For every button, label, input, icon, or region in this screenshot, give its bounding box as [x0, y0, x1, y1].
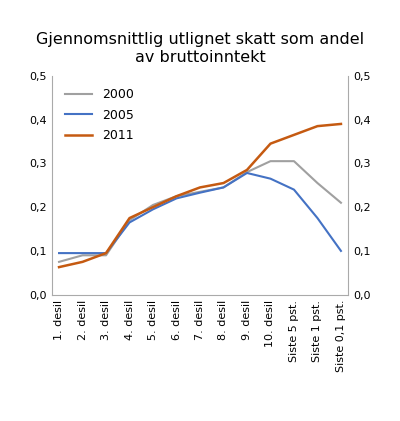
Title: Gjennomsnittlig utlignet skatt som andel
av bruttoinntekt: Gjennomsnittlig utlignet skatt som andel… — [36, 32, 364, 65]
2011 — [244, 168, 249, 173]
2000 — [174, 194, 179, 199]
2011 — [338, 121, 343, 126]
2005 — [104, 250, 108, 256]
2011 — [221, 181, 226, 186]
2005 — [244, 171, 249, 176]
2005 — [338, 248, 343, 253]
2000 — [151, 203, 156, 208]
Line: 2000: 2000 — [59, 161, 341, 262]
2000 — [244, 170, 249, 175]
2005 — [174, 196, 179, 201]
2000 — [80, 253, 85, 258]
Line: 2011: 2011 — [59, 124, 341, 267]
2011 — [151, 205, 156, 210]
2011 — [127, 216, 132, 221]
2000 — [127, 218, 132, 223]
2000 — [292, 159, 296, 164]
2000 — [104, 253, 108, 258]
2011 — [174, 194, 179, 199]
2011 — [57, 264, 62, 269]
2011 — [268, 141, 273, 146]
2005 — [151, 207, 156, 212]
2005 — [221, 185, 226, 190]
2005 — [315, 216, 320, 221]
2000 — [338, 200, 343, 205]
Legend: 2000, 2005, 2011: 2000, 2005, 2011 — [58, 82, 140, 149]
2000 — [57, 259, 62, 264]
2000 — [221, 185, 226, 190]
2011 — [292, 132, 296, 137]
2000 — [268, 159, 273, 164]
2005 — [268, 176, 273, 181]
2005 — [292, 187, 296, 192]
2011 — [315, 124, 320, 129]
2005 — [80, 250, 85, 256]
2005 — [198, 190, 202, 195]
2011 — [104, 250, 108, 256]
2005 — [127, 220, 132, 225]
2005 — [57, 250, 62, 256]
2000 — [198, 189, 202, 195]
2000 — [315, 181, 320, 186]
Line: 2005: 2005 — [59, 173, 341, 253]
2011 — [198, 185, 202, 190]
2011 — [80, 259, 85, 264]
